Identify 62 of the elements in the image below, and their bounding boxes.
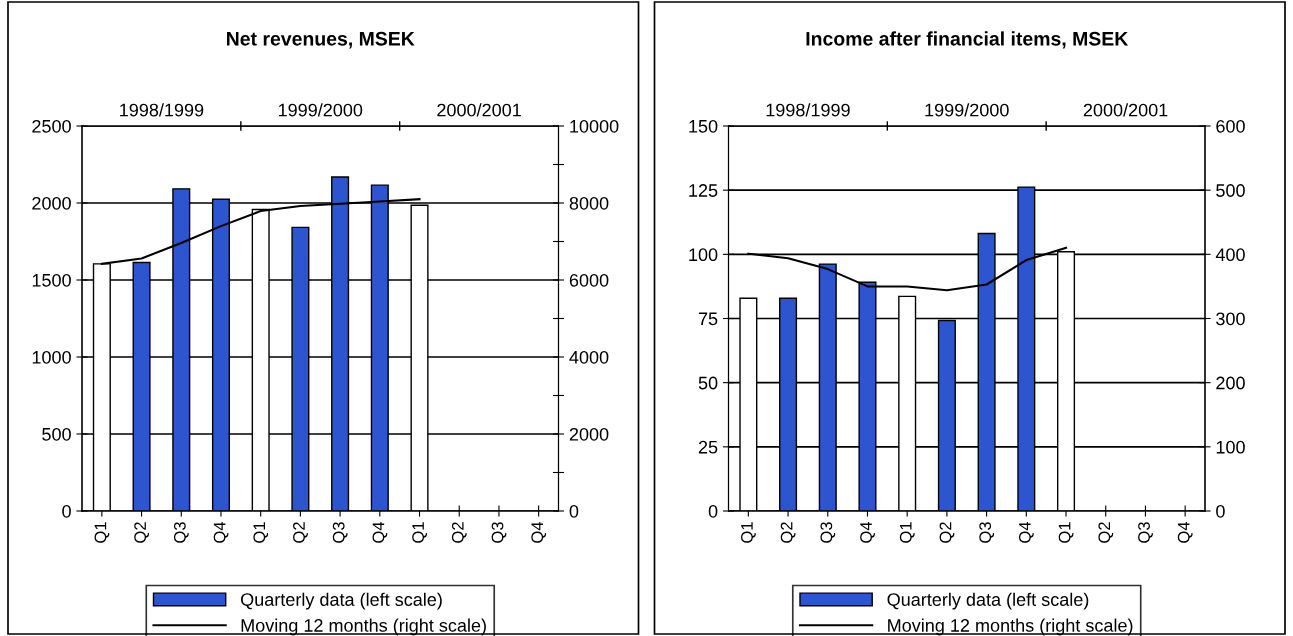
text: 1998/1999 (120, 103, 204, 117)
x-tick-label: Q4 (213, 521, 229, 543)
y2-tick-label: 0 (569, 504, 579, 518)
x-tick-label: Q4 (860, 521, 875, 543)
y2-tick-label: 200 (1216, 376, 1245, 390)
legend-label: Moving 12 months (right scale) (241, 618, 486, 636)
x-tick-label: Q4 (531, 521, 547, 543)
x-tick-label: Q2 (293, 522, 308, 543)
y-tick-label: 50 (698, 376, 718, 390)
x-tick-label: Q2 (134, 522, 150, 543)
y-tick-label: 25 (698, 440, 718, 454)
y2-tick-label: 300 (1216, 312, 1245, 326)
x-tick-label: Q1 (412, 522, 427, 543)
x-tick-label: Q1 (1058, 522, 1074, 543)
chart-title: Net revenues, MSEK (227, 31, 415, 49)
y2-tick-label: 2000 (569, 427, 609, 441)
y-tick-label: 75 (698, 312, 718, 326)
x-tick-label: Q2 (451, 522, 467, 543)
y-tick-label: 0 (708, 504, 718, 518)
x-tick-label: Q2 (780, 522, 796, 543)
x-tick-label: Q3 (979, 522, 995, 543)
x-tick-label: Q1 (899, 522, 915, 543)
y2-tick-label: 0 (1216, 504, 1225, 518)
x-tick-label: Q4 (1177, 521, 1193, 543)
y2-tick-label: 10000 (570, 119, 619, 133)
y2-tick-label: 6000 (569, 273, 609, 287)
y-tick-label: 1500 (32, 273, 71, 287)
x-tick-label: Q3 (173, 522, 189, 543)
legend-label: Moving 12 months (right scale) (888, 618, 1133, 636)
y2-tick-label: 8000 (569, 196, 609, 210)
y-tick-label: 2000 (32, 196, 71, 210)
x-tick-label: Q1 (741, 522, 756, 543)
x-tick-label: Q3 (1138, 522, 1153, 543)
x-tick-label: Q2 (939, 522, 955, 543)
x-tick-label: Q1 (94, 522, 110, 543)
x-tick-label: Q1 (253, 522, 269, 543)
x-tick-label: Q4 (372, 521, 388, 543)
y-tick-label: 2500 (32, 119, 71, 133)
x-tick-label: Q3 (332, 522, 348, 543)
text: 2000/2001 (1083, 103, 1168, 117)
x-tick-label: Q2 (1098, 522, 1114, 543)
y-tick-label: 150 (689, 119, 718, 133)
y-tick-label: 1000 (32, 350, 71, 364)
y-tick-label: 100 (689, 248, 718, 262)
x-tick-label: Q4 (1018, 521, 1034, 543)
y-tick-label: 0 (62, 504, 71, 518)
chart-title: Income after financial items, MSEK (806, 31, 1129, 49)
y2-tick-label: 600 (1216, 119, 1245, 133)
text: 1999/2000 (925, 103, 1009, 117)
y2-tick-label: 100 (1216, 440, 1245, 454)
y2-tick-label: 400 (1215, 248, 1245, 262)
x-tick-label: Q3 (491, 522, 507, 543)
legend-label: Quarterly data (left scale) (887, 592, 1089, 610)
text: 1999/2000 (278, 103, 363, 117)
text: 2000/2001 (437, 103, 521, 117)
y2-tick-label: 4000 (569, 350, 609, 364)
y-tick-label: 500 (42, 427, 71, 441)
x-tick-label: Q3 (820, 522, 836, 543)
y2-tick-label: 500 (1216, 184, 1245, 197)
legend-label: Quarterly data (left scale) (241, 592, 442, 610)
text: 1998/1999 (766, 103, 850, 117)
y-tick-label: 125 (689, 184, 718, 197)
